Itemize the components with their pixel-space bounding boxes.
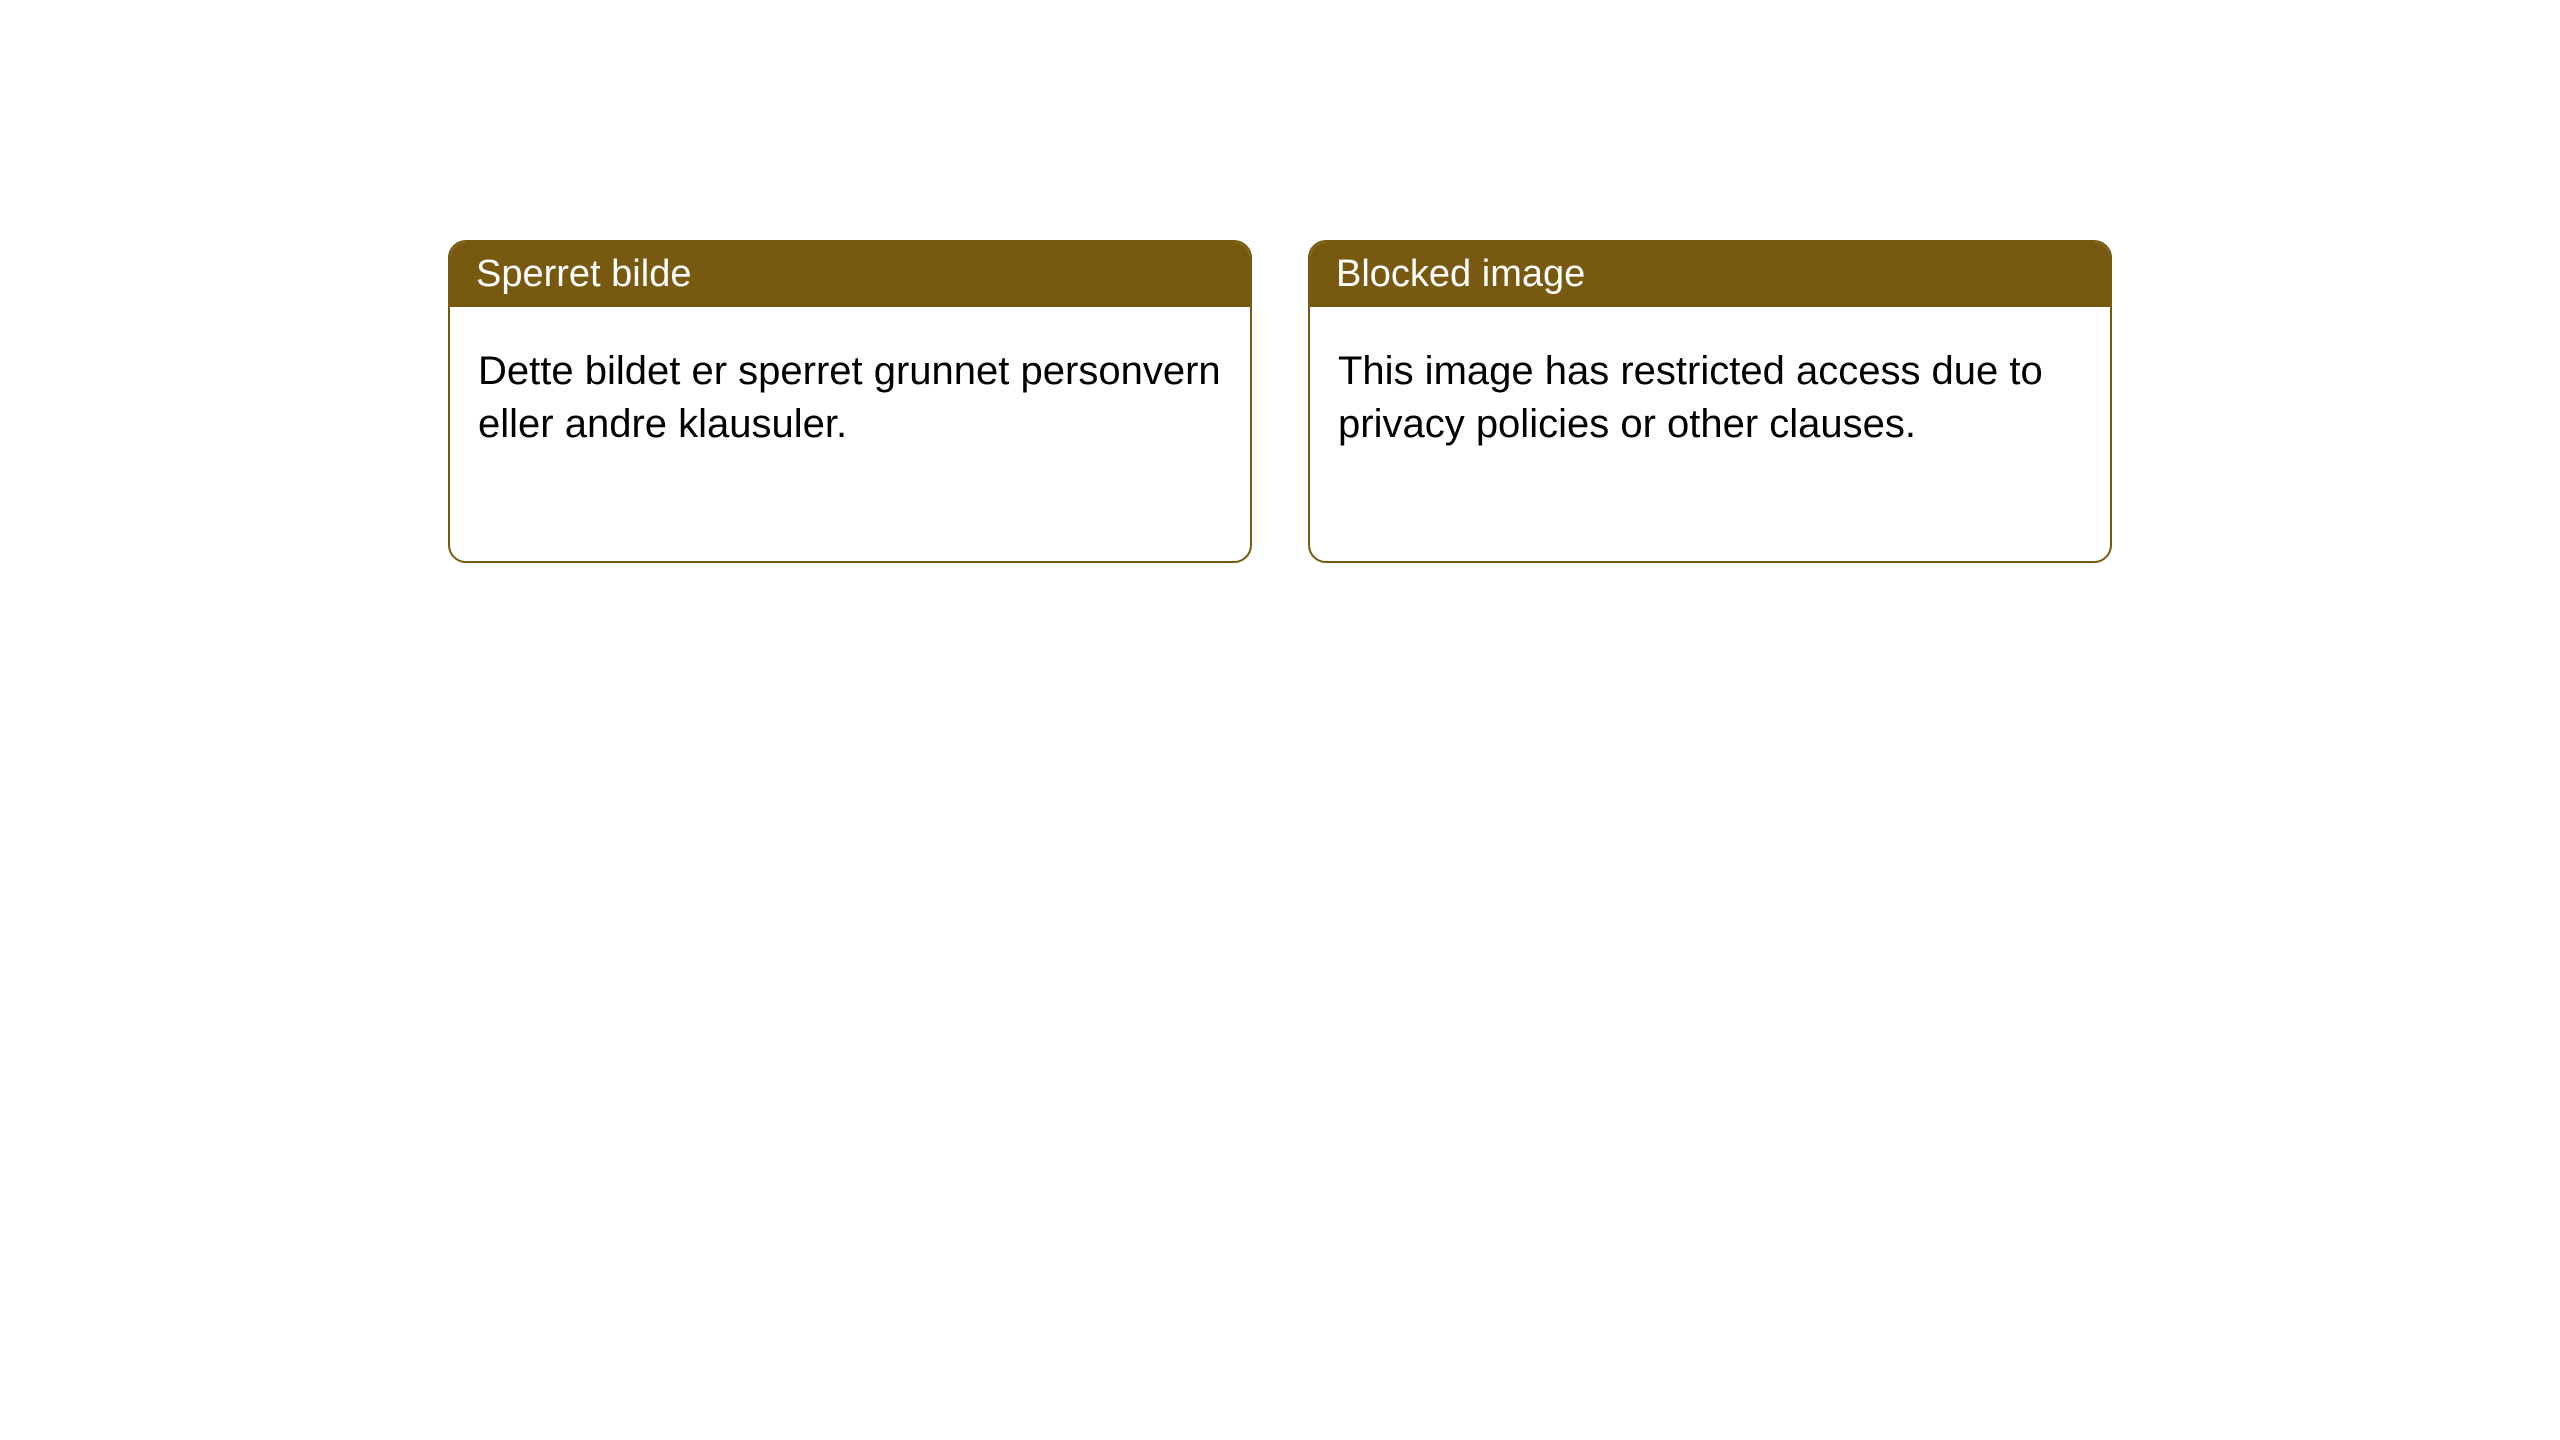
- notice-body-en: This image has restricted access due to …: [1310, 307, 2110, 561]
- notice-box-no: Sperret bilde Dette bildet er sperret gr…: [448, 240, 1252, 563]
- notice-header-en: Blocked image: [1310, 242, 2110, 307]
- notice-box-en: Blocked image This image has restricted …: [1308, 240, 2112, 563]
- notice-text-en: This image has restricted access due to …: [1338, 349, 2043, 446]
- notice-body-no: Dette bildet er sperret grunnet personve…: [450, 307, 1250, 561]
- notice-title-en: Blocked image: [1336, 253, 1585, 295]
- notice-title-no: Sperret bilde: [476, 253, 691, 295]
- notice-container: Sperret bilde Dette bildet er sperret gr…: [448, 240, 2560, 563]
- notice-header-no: Sperret bilde: [450, 242, 1250, 307]
- notice-text-no: Dette bildet er sperret grunnet personve…: [478, 349, 1221, 446]
